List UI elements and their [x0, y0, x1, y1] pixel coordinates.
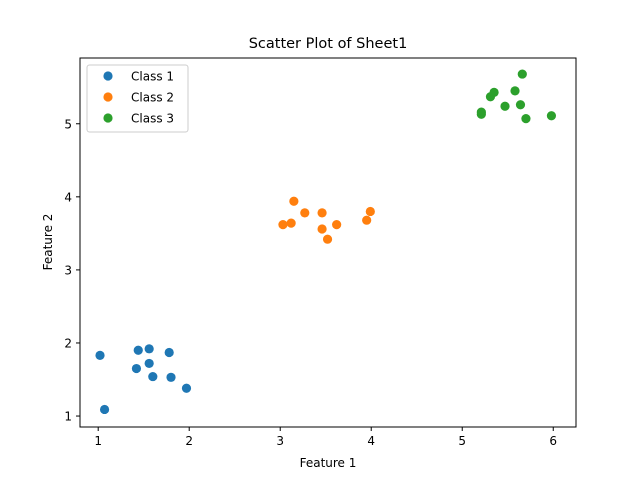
- data-point-class1-7: [148, 371, 158, 382]
- data-point-class3-6: [510, 86, 520, 96]
- data-point-class2-4: [300, 208, 310, 218]
- data-point-class3-2: [476, 109, 486, 119]
- chart-title: Scatter Plot of Sheet1: [249, 36, 408, 52]
- y-tick-label: 4: [64, 190, 72, 204]
- data-point-class1-5: [144, 344, 154, 354]
- data-point-class3-9: [521, 114, 531, 124]
- data-point-class2-9: [362, 215, 372, 225]
- legend-label-class1: Class 1: [131, 70, 174, 84]
- legend-marker-class1: [103, 71, 113, 81]
- data-point-class3-7: [515, 100, 526, 110]
- x-tick-label: 1: [94, 434, 102, 448]
- y-tick-label: 2: [64, 336, 72, 350]
- data-point-class3-10: [546, 111, 557, 121]
- x-tick-label: 4: [367, 434, 375, 448]
- x-tick-label: 3: [276, 434, 284, 448]
- x-axis-ticks: 1 2 3 4 5 6: [94, 427, 557, 448]
- data-point-class2-10: [365, 206, 375, 217]
- x-tick-label: 5: [458, 434, 466, 448]
- y-axis-label: Feature 2: [41, 214, 55, 271]
- data-point-class2-8: [332, 220, 342, 230]
- data-point-class1-4: [133, 345, 143, 355]
- data-point-class2-7: [322, 234, 333, 244]
- data-point-class1-6: [144, 358, 154, 369]
- x-tick-label: 2: [185, 434, 193, 448]
- data-point-class3-8: [517, 69, 527, 79]
- data-point-class2-5: [317, 224, 327, 234]
- legend-frame: [86, 64, 189, 133]
- legend-marker-class2: [103, 92, 113, 102]
- data-point-class1-8: [164, 347, 174, 358]
- data-point-class1-10: [181, 383, 192, 393]
- data-point-class1-9: [166, 372, 176, 382]
- data-point-class1-2: [99, 404, 110, 415]
- legend-marker-class3: [103, 113, 113, 123]
- y-tick-label: 5: [64, 117, 72, 131]
- data-points: [95, 69, 557, 415]
- legend-label-class3: Class 3: [131, 112, 174, 126]
- x-axis-label: Feature 1: [300, 456, 357, 470]
- y-tick-label: 1: [64, 410, 72, 424]
- y-tick-label: 3: [64, 263, 72, 277]
- y-axis-ticks: 1 2 3 4 5: [64, 117, 80, 424]
- legend: Class 1 Class 2 Class 3: [86, 64, 189, 133]
- data-point-class2-1: [278, 220, 288, 230]
- data-point-class1-3: [131, 363, 142, 374]
- data-point-class2-6: [317, 208, 327, 218]
- x-tick-label: 6: [549, 434, 557, 448]
- data-point-class2-2: [286, 218, 296, 228]
- data-point-class1-1: [95, 350, 105, 360]
- plot-area-frame: [79, 57, 577, 428]
- data-point-class2-3: [289, 196, 299, 206]
- data-point-class3-4: [489, 87, 499, 97]
- legend-label-class2: Class 2: [131, 91, 174, 105]
- data-point-class3-5: [500, 101, 510, 111]
